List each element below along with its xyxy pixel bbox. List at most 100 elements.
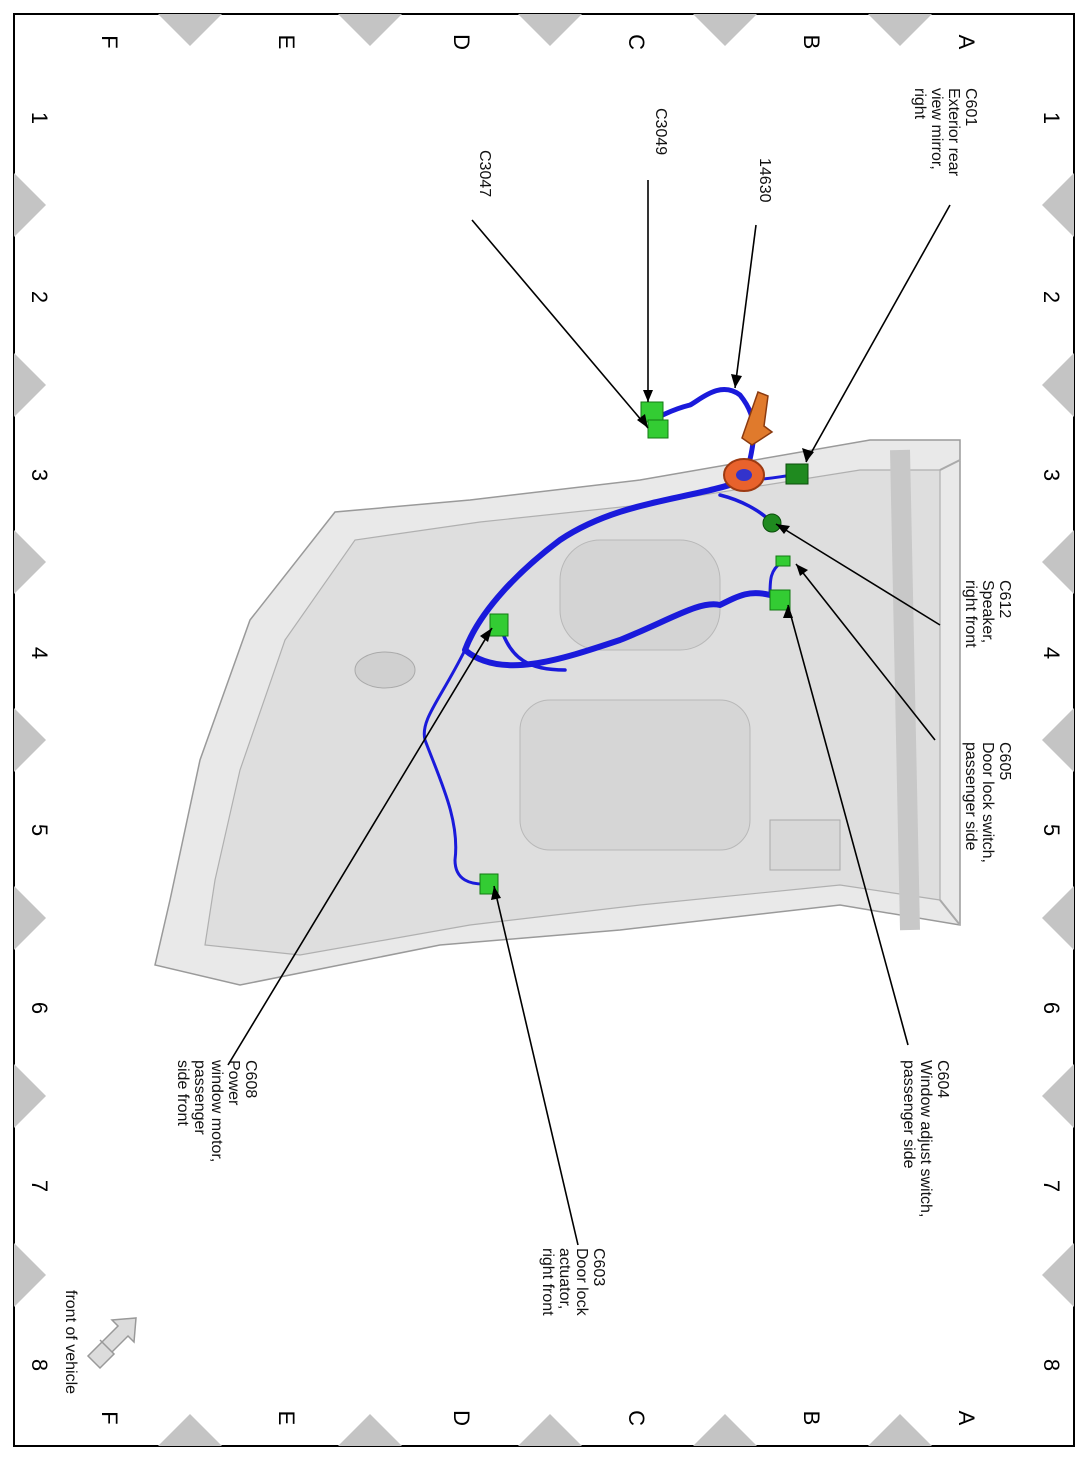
grid-marker-bottom-2 xyxy=(518,1414,582,1446)
door-grommet xyxy=(723,391,774,492)
connector-c605[interactable] xyxy=(775,555,791,567)
grid-marker-right-2 xyxy=(1042,530,1074,594)
grid-marker-right-0 xyxy=(1042,173,1074,237)
connector-c608[interactable] xyxy=(489,613,509,637)
connector-c604[interactable] xyxy=(769,589,791,611)
callout-line: C612 xyxy=(996,580,1013,618)
arrow-c604 xyxy=(783,605,793,618)
grid-marker-bottom-0 xyxy=(868,1414,932,1446)
grid-marker-left-4 xyxy=(14,886,46,950)
callout-c601: C601Exterior rearview mirror,right xyxy=(911,88,979,177)
leader-c601 xyxy=(805,204,951,463)
grid-number-left-3: 3 xyxy=(27,469,52,481)
callout-line: Door lock switch, xyxy=(979,742,996,863)
grid-marker-bottom-3 xyxy=(338,1414,402,1446)
callout-line: C3047 xyxy=(476,150,493,197)
grid-marker-bottom-1 xyxy=(693,1414,757,1446)
leader-arrowheads xyxy=(480,374,814,900)
connector-c3047[interactable] xyxy=(647,419,669,439)
front-of-vehicle-arrow-icon xyxy=(86,1317,137,1370)
callout-line: C604 xyxy=(934,1060,951,1098)
grid-number-right-7: 7 xyxy=(1039,1180,1064,1192)
orientation-indicator: front of vehicle xyxy=(62,1290,137,1394)
grid-marker-left-0 xyxy=(14,173,46,237)
grid-letter-bottom-D: D xyxy=(449,1410,474,1426)
grid-number-right-2: 2 xyxy=(1039,291,1064,303)
grid-number-left-7: 7 xyxy=(27,1180,52,1192)
connectors xyxy=(479,401,809,895)
arrow-c605 xyxy=(796,564,808,576)
callout-line: Window adjust switch, xyxy=(917,1060,934,1217)
callout-line: C603 xyxy=(590,1248,607,1286)
grid-letter-bottom-A: A xyxy=(954,1411,979,1426)
grid-number-right-1: 1 xyxy=(1039,112,1064,124)
leader-14630 xyxy=(734,224,757,389)
grid-number-left-1: 1 xyxy=(27,112,52,124)
callout-line: C3049 xyxy=(652,108,669,155)
connector-c601[interactable] xyxy=(785,463,809,485)
grid-number-left-8: 8 xyxy=(27,1359,52,1371)
grid-marker-left-5 xyxy=(14,1064,46,1128)
grid-marker-left-1 xyxy=(14,353,46,417)
callout-line: C601 xyxy=(962,88,979,126)
grid-letter-top-A: A xyxy=(954,35,979,50)
callout-line: passenger side xyxy=(900,1060,917,1169)
callout-line: side front xyxy=(174,1060,191,1126)
callout-line: view mirror, xyxy=(928,88,945,170)
arrow-14630 xyxy=(731,374,742,388)
door-hinge-block xyxy=(769,819,841,871)
grid-marker-left-6 xyxy=(14,1243,46,1307)
callout-line: right xyxy=(911,88,928,120)
grid-marker-left-3 xyxy=(14,708,46,772)
door-cutout-upper xyxy=(559,539,721,651)
callout-line: C608 xyxy=(242,1060,259,1098)
grid-marker-right-1 xyxy=(1042,353,1074,417)
mirror-mount-bracket xyxy=(741,391,774,446)
leader-c604 xyxy=(787,604,909,1046)
connector-c612[interactable] xyxy=(762,513,782,533)
grid-number-left-2: 2 xyxy=(27,291,52,303)
grid-marker-right-6 xyxy=(1042,1243,1074,1307)
callout-p14630: 14630 xyxy=(756,158,773,203)
arrow-c608 xyxy=(480,628,492,642)
grid-number-right-8: 8 xyxy=(1039,1359,1064,1371)
grid-letter-top-E: E xyxy=(274,35,299,50)
callout-c612: C612Speaker,right front xyxy=(962,580,1013,648)
grid-letter-bottom-B: B xyxy=(799,1411,824,1426)
window-opening-lower-edge xyxy=(939,459,961,926)
leader-c612 xyxy=(775,523,941,626)
callout-c603: C603Door lockactuator,right front xyxy=(539,1248,607,1317)
grid-letter-top-D: D xyxy=(449,34,474,50)
grid-marker-top-1 xyxy=(693,14,757,46)
callout-c604: C604Window adjust switch,passenger side xyxy=(900,1060,951,1217)
grid-letter-bottom-E: E xyxy=(274,1411,299,1426)
callout-line: Door lock xyxy=(573,1248,590,1317)
grid-marker-bottom-4 xyxy=(158,1414,222,1446)
grid-marker-right-3 xyxy=(1042,708,1074,772)
grid-markers: A A B B C C D D E E F F 1 1 2 2 3 3 4 4 5 5 6 6 7 7 8 8 xyxy=(14,14,1074,1446)
callout-line: right front xyxy=(962,580,979,648)
callout-labels: C601Exterior rearview mirror,right 14630 C… xyxy=(174,88,1013,1317)
callout-c3049: C3049 xyxy=(652,108,669,155)
leader-c603 xyxy=(493,885,579,1246)
grid-marker-top-2 xyxy=(518,14,582,46)
callout-line: window motor, xyxy=(208,1059,225,1162)
arrow-c3047 xyxy=(637,414,648,428)
callout-line: passenger side xyxy=(962,742,979,851)
grid-letter-top-C: C xyxy=(624,34,649,50)
grid-marker-right-5 xyxy=(1042,1064,1074,1128)
door-access-hole xyxy=(354,651,416,689)
arrow-c603 xyxy=(491,886,501,900)
grid-number-right-3: 3 xyxy=(1039,469,1064,481)
door-cutout-lower xyxy=(519,699,751,851)
leader-lines xyxy=(227,180,951,1246)
grid-number-left-6: 6 xyxy=(27,1002,52,1014)
callout-line: actuator, xyxy=(556,1248,573,1309)
orientation-label: front of vehicle xyxy=(62,1290,79,1394)
callout-line: Speaker, xyxy=(979,580,996,643)
harness-to-door-lock-actuator xyxy=(422,648,490,886)
arrow-c3049 xyxy=(643,390,653,402)
callout-line: passenger xyxy=(191,1060,208,1135)
grid-number-right-6: 6 xyxy=(1039,1002,1064,1014)
